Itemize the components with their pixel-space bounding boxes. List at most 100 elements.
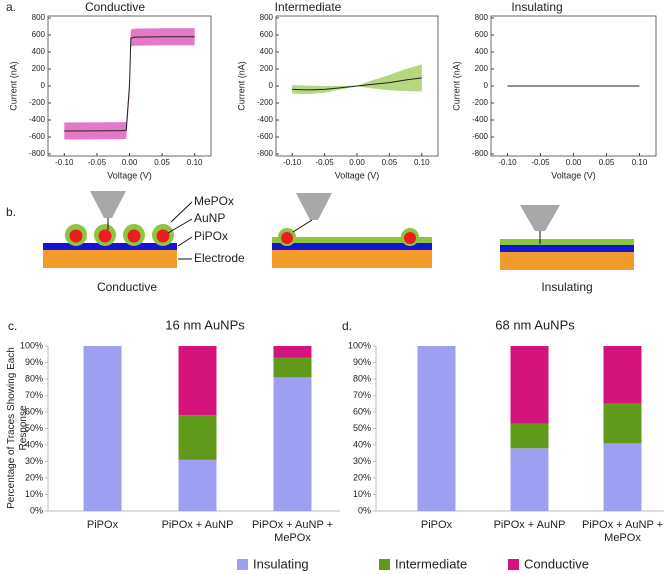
y-tick-label: 0 — [269, 81, 274, 90]
x-tick-label: 0.05 — [599, 158, 615, 167]
electrode — [272, 250, 432, 268]
y-tick-label: 60% — [25, 406, 43, 416]
bar-segment — [417, 346, 456, 511]
diagram-caption: Insulating — [541, 280, 592, 294]
electrode — [500, 252, 634, 270]
bar-segment — [273, 346, 312, 358]
y-tick-label: 800 — [475, 13, 489, 22]
y-axis-label: Current (nA) — [236, 61, 246, 111]
x-tick-label: -0.10 — [283, 158, 302, 167]
x-axis-label: Voltage (V) — [335, 170, 380, 180]
y-axis-label: Current (nA) — [8, 61, 18, 111]
bar-segment — [178, 459, 217, 511]
bar-segment — [510, 448, 549, 511]
x-tick-label: PiPOx + AuNP + MePOx — [251, 519, 334, 544]
y-tick-label: 100% — [20, 340, 43, 350]
legend-label: Insulating — [253, 556, 309, 571]
y-tick-label: -200 — [472, 98, 489, 107]
pipox-layer — [272, 243, 432, 250]
y-tick-label: 20% — [353, 472, 371, 482]
legend-label: Intermediate — [395, 556, 467, 571]
error-band — [292, 64, 422, 95]
y-tick-label: 50% — [353, 423, 371, 433]
bar-segment — [83, 346, 122, 511]
y-tick-label: -400 — [472, 115, 489, 124]
x-tick-label: 0.00 — [122, 158, 138, 167]
x-tick-label: 0.00 — [349, 158, 365, 167]
electrode — [43, 250, 177, 268]
bar-segment — [510, 346, 549, 424]
legend-swatch — [508, 559, 519, 570]
y-tick-label: 600 — [32, 30, 46, 39]
x-tick-label: -0.05 — [88, 158, 107, 167]
y-tick-label: 40% — [25, 439, 43, 449]
y-tick-label: 0% — [30, 505, 43, 515]
y-tick-label: 0 — [484, 81, 489, 90]
y-axis-label: Current (nA) — [451, 61, 461, 111]
bar-segment — [603, 346, 642, 404]
y-tick-label: 60% — [353, 406, 371, 416]
aunp — [404, 232, 416, 244]
diagram-label: MePOx — [194, 194, 234, 208]
chart-title: Intermediate — [275, 0, 342, 14]
legend-label: Conductive — [524, 556, 589, 571]
x-tick-label: 0.00 — [566, 158, 582, 167]
bar-segment — [603, 403, 642, 444]
x-axis-label: Voltage (V) — [551, 170, 596, 180]
y-tick-label: -400 — [257, 115, 274, 124]
afm-tip — [296, 193, 332, 220]
diagram: MePOx AuNP PiPOx Electrode Conductive In… — [43, 191, 634, 294]
diagram-label: PiPOx — [194, 229, 228, 243]
x-tick-label: 0.10 — [187, 158, 203, 167]
y-tick-label: 400 — [260, 47, 274, 56]
aunp — [281, 232, 293, 244]
afm-tip — [520, 205, 560, 231]
x-tick-label: PiPOx — [86, 519, 119, 531]
y-tick-label: 200 — [260, 64, 274, 73]
mepox-layer — [272, 237, 432, 243]
x-tick-label: 0.05 — [382, 158, 398, 167]
y-tick-label: -400 — [29, 115, 46, 124]
x-tick-label: -0.10 — [55, 158, 74, 167]
diagram-label: AuNP — [194, 211, 225, 225]
y-tick-label: -600 — [29, 132, 46, 141]
y-tick-label: -600 — [257, 132, 274, 141]
panel-label: a. — [6, 0, 16, 14]
y-tick-label: -800 — [29, 149, 46, 158]
y-tick-label: 30% — [353, 456, 371, 466]
y-tick-label: 0 — [41, 81, 46, 90]
panel-label: b. — [6, 205, 16, 219]
mepox-layer — [500, 239, 634, 245]
y-tick-label: 70% — [353, 390, 371, 400]
y-tick-label: 100% — [348, 340, 371, 350]
x-tick-label: PiPOx — [420, 519, 453, 531]
x-tick-label: -0.05 — [531, 158, 550, 167]
y-tick-label: 400 — [32, 47, 46, 56]
bar-segment — [178, 415, 217, 460]
y-tick-label: -200 — [29, 98, 46, 107]
x-tick-label: 0.10 — [632, 158, 648, 167]
pointers — [167, 201, 193, 260]
chart-title: 16 nm AuNPs — [165, 317, 245, 332]
chart-title: Conductive — [85, 0, 145, 14]
y-tick-label: 600 — [260, 30, 274, 39]
diagram-label: Electrode — [194, 251, 245, 265]
panel-label: c. — [8, 319, 17, 333]
y-tick-label: 0% — [358, 505, 371, 515]
x-tick-label: -0.05 — [315, 158, 334, 167]
y-tick-label: 90% — [353, 357, 371, 367]
y-tick-label: 20% — [25, 472, 43, 482]
x-tick-label: -0.10 — [498, 158, 517, 167]
legend-swatch — [379, 559, 390, 570]
panel-label: d. — [342, 319, 352, 333]
y-tick-label: 10% — [25, 489, 43, 499]
bar-segment — [273, 377, 312, 511]
x-tick-label: PiPOx + AuNP — [161, 519, 234, 531]
y-tick-label: 80% — [25, 373, 43, 383]
bar-segment — [273, 357, 312, 378]
y-tick-label: 80% — [353, 373, 371, 383]
y-tick-label: 600 — [475, 30, 489, 39]
y-tick-label: 800 — [32, 13, 46, 22]
